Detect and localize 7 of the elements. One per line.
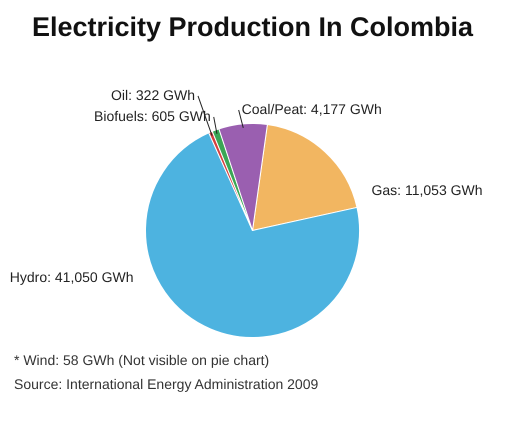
- text: * Wind: 58 GWh (Not visible on pie chart): [14, 352, 270, 368]
- slice-label: Oil: 322 GWh: [110, 86, 196, 103]
- slice-label: Coal/Peat: 4,177 GWh: [242, 100, 382, 117]
- chart-title: Electricity Production In Colombia: [30, 11, 474, 44]
- source-note: Source: International Energy Administration 2009: [14, 376, 320, 392]
- slice-label: Hydro: 41,050 GWh: [10, 269, 134, 286]
- slice-label: Gas: 11,053 GWh: [372, 182, 483, 198]
